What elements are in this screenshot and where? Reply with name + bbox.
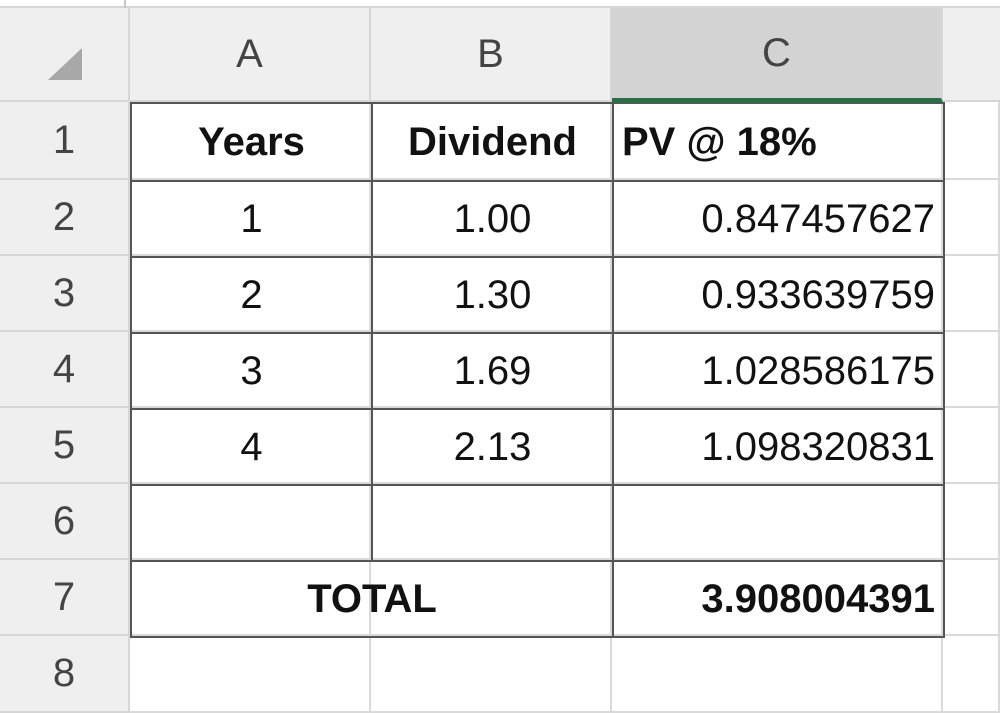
top-strip <box>0 0 1000 8</box>
data-cell[interactable]: 1.098320831 <box>612 408 945 486</box>
header-cell[interactable]: PV @ 18% <box>612 102 945 182</box>
cell[interactable] <box>612 636 943 713</box>
data-cell[interactable]: 1.69 <box>371 332 614 410</box>
total-label[interactable]: TOTAL <box>130 560 614 638</box>
cell[interactable] <box>371 484 612 560</box>
cell[interactable] <box>130 408 371 484</box>
cell[interactable] <box>612 256 943 332</box>
cell[interactable] <box>943 102 1000 180</box>
data-cell[interactable]: 1.028586175 <box>612 332 945 410</box>
cell[interactable] <box>130 560 371 636</box>
cell[interactable] <box>943 332 1000 408</box>
header-cell[interactable]: Years <box>130 102 373 182</box>
data-cell[interactable]: 1.00 <box>371 180 614 258</box>
cell[interactable] <box>612 180 943 256</box>
cell[interactable] <box>612 102 943 180</box>
cell[interactable] <box>371 332 612 408</box>
cell[interactable] <box>371 180 612 256</box>
cell[interactable] <box>130 256 371 332</box>
cell[interactable] <box>943 408 1000 484</box>
data-cell[interactable]: 0.933639759 <box>612 256 945 334</box>
cell[interactable] <box>612 408 943 484</box>
column-header-extra[interactable] <box>943 8 1000 102</box>
column-header[interactable]: C <box>612 8 943 102</box>
empty-cell[interactable] <box>130 484 373 562</box>
row-header[interactable]: 7 <box>0 560 130 636</box>
cell[interactable] <box>371 102 612 180</box>
cell[interactable] <box>371 408 612 484</box>
column-header[interactable]: B <box>371 8 612 102</box>
data-cell[interactable]: 3 <box>130 332 373 410</box>
header-cell[interactable]: Dividend <box>371 102 614 182</box>
data-cell[interactable]: 1.30 <box>371 256 614 334</box>
empty-cell[interactable] <box>612 484 945 562</box>
cell[interactable] <box>943 636 1000 713</box>
row-header[interactable]: 3 <box>0 256 130 332</box>
data-cell[interactable]: 0.847457627 <box>612 180 945 258</box>
row-header[interactable]: 8 <box>0 636 130 713</box>
data-cell[interactable]: 4 <box>130 408 373 486</box>
empty-cell[interactable] <box>371 484 614 562</box>
row-header[interactable]: 1 <box>0 102 130 180</box>
column-header[interactable]: A <box>130 8 371 102</box>
cell[interactable] <box>371 636 612 713</box>
row-header[interactable]: 5 <box>0 408 130 484</box>
cell[interactable] <box>371 560 612 636</box>
cell[interactable] <box>130 484 371 560</box>
cell[interactable] <box>612 560 943 636</box>
cell[interactable] <box>612 332 943 408</box>
select-all[interactable] <box>0 8 130 102</box>
cell[interactable] <box>130 102 371 180</box>
cell[interactable] <box>943 484 1000 560</box>
cell[interactable] <box>130 332 371 408</box>
row-header[interactable]: 2 <box>0 180 130 256</box>
cell[interactable] <box>943 256 1000 332</box>
cell[interactable] <box>130 636 371 713</box>
data-cell[interactable]: 1 <box>130 180 373 258</box>
row-header[interactable]: 4 <box>0 332 130 408</box>
data-cell[interactable]: 2 <box>130 256 373 334</box>
cell[interactable] <box>612 484 943 560</box>
row-header[interactable]: 6 <box>0 484 130 560</box>
total-value[interactable]: 3.908004391 <box>612 560 945 638</box>
corner-triangle <box>48 48 82 80</box>
cell[interactable] <box>371 256 612 332</box>
cell[interactable] <box>943 560 1000 636</box>
divider <box>124 0 126 8</box>
data-cell[interactable]: 2.13 <box>371 408 614 486</box>
cell[interactable] <box>130 180 371 256</box>
cell[interactable] <box>943 180 1000 256</box>
